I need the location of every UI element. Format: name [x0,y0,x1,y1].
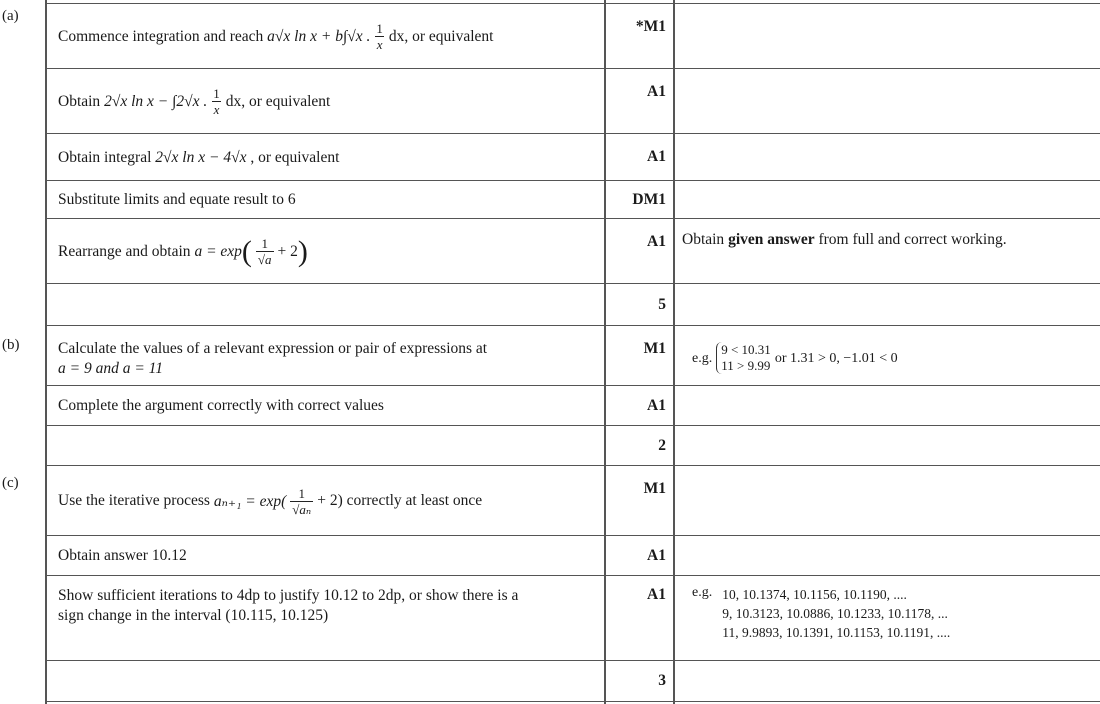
part-label-b: (b) [2,337,20,353]
total-mark: 3 [658,672,666,689]
note-eg: e.g. [692,585,713,600]
mark: A1 [647,233,666,250]
step-tail: , or equivalent [250,148,340,166]
table-row: Rearrange and obtain a = exp(1 √a + 2) A1 … [45,218,1100,284]
part-label-c: (c) [2,475,19,491]
denominator: x [211,101,222,117]
table-row: Obtain integral 2√x ln x − 4√x , or equi… [45,133,1100,181]
step-text: Obtain integral [58,148,152,166]
step-text: Use the iterative process [58,492,210,509]
mark: A1 [647,397,666,414]
math-expression: 2√x ln x − ∫2√x . [104,92,208,110]
mark: A1 [647,83,666,100]
guidance-note: Obtain given answer from full and correc… [682,219,1100,284]
fraction: 1 √a [255,236,274,267]
mark-column-divider [604,0,606,704]
table-row: Complete the argument correctly with cor… [45,385,1100,426]
mark: A1 [647,148,666,165]
step-text: Obtain [58,92,101,110]
step-text: Rearrange and obtain [58,242,191,260]
mark: *M1 [635,18,666,35]
notes-column-divider [673,0,675,704]
iteration-sequence: 9, 10.3123, 10.0886, 10.1233, 10.1178, .… [722,606,948,621]
math-expression: a√x ln x + b∫√x . [267,27,371,45]
guidance-note: e.g. 9 < 10.31 11 > 9.99 or 1.31 > 0, −1.… [682,326,1100,386]
guidance-note: e.g. 10, 10.1374, 10.1156, 10.1190, ....… [682,576,1100,661]
step-text: sign change in the interval (10.115, 10.… [58,607,329,624]
total-mark: 5 [658,296,666,313]
mark: DM1 [632,191,666,208]
step-text: Show sufficient iterations to 4dp to jus… [58,587,519,604]
total-row: 3 [45,660,1100,702]
note-text: or 1.31 > 0, −1.01 < 0 [774,351,898,366]
inequality: 9 < 10.31 [721,342,771,357]
mark: A1 [647,547,666,564]
table-row: Obtain answer 10.12 A1 [45,535,1100,576]
denominator: x [374,36,385,52]
math-expression: aₙ₊₁ = exp( [213,492,287,510]
total-mark: 2 [658,437,666,454]
step-description: Rearrange and obtain a = exp(1 √a + 2) [58,234,308,268]
mark: A1 [647,586,666,603]
step-description: Show sufficient iterations to 4dp to jus… [58,576,598,661]
table-row: Calculate the values of a relevant expre… [45,325,1100,386]
table-row: Commence integration and reach a√x ln x … [45,3,1100,69]
brace-pair: 9 < 10.31 11 > 9.99 [716,342,771,374]
iteration-list: 10, 10.1374, 10.1156, 10.1190, .... 9, 1… [722,585,950,642]
step-text: a = 9 and a = 11 [58,360,164,377]
step-description: Commence integration and reach a√x ln x … [58,4,598,69]
numerator: 1 [261,236,268,251]
step-description: Substitute limits and equate result to 6 [58,191,296,208]
denominator: √aₙ [290,500,314,517]
total-row: 5 [45,283,1100,326]
math-expression: + 2 [277,242,298,260]
math-expression: a = exp [194,242,242,260]
note-text: from full and correct working. [814,231,1007,248]
mark: M1 [643,480,666,497]
numerator: 1 [298,485,306,501]
math-expression: 2√x ln x − 4√x [155,148,247,166]
part-label-a: (a) [2,8,19,24]
mark: M1 [643,340,666,357]
numerator: 1 [213,86,220,101]
table-row: Substitute limits and equate result to 6… [45,180,1100,219]
step-description: Use the iterative process aₙ₊₁ = exp( 1 √… [58,466,598,536]
step-tail: dx, or equivalent [388,27,494,45]
note-text: Obtain [682,231,729,248]
iteration-sequence: 10, 10.1374, 10.1156, 10.1190, .... [722,587,907,602]
step-text: Commence integration and reach [58,27,264,45]
note-eg: e.g. [692,351,713,366]
part-column-divider [45,0,47,704]
note-bold: given answer [728,231,815,248]
iteration-sequence: 11, 9.9893, 10.1391, 10.1153, 10.1191, .… [722,625,951,640]
denominator: √a [255,251,274,267]
total-row: 2 [45,425,1100,466]
inequality: 11 > 9.99 [721,358,771,373]
step-description: Obtain answer 10.12 [58,547,187,564]
step-description: Complete the argument correctly with cor… [58,397,384,414]
step-description: Obtain integral 2√x ln x − 4√x , or equi… [58,134,598,181]
table-row: Show sufficient iterations to 4dp to jus… [45,575,1100,661]
step-tail: dx, or equivalent [225,92,331,110]
step-tail: + 2) correctly at least once [317,492,483,509]
step-text: Calculate the values of a relevant expre… [58,340,488,357]
numerator: 1 [376,21,383,36]
table-row: Use the iterative process aₙ₊₁ = exp( 1 √… [45,465,1100,536]
fraction: 1 √aₙ [290,485,314,517]
step-description: Calculate the values of a relevant expre… [58,326,598,386]
